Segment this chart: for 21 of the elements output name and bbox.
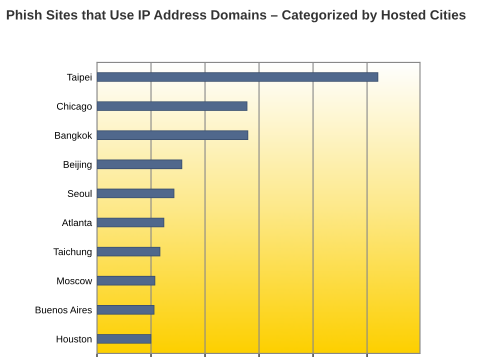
- bar: [97, 334, 152, 344]
- bar: [97, 276, 156, 286]
- bar: [97, 130, 248, 140]
- bar: [97, 72, 378, 82]
- bar: [97, 305, 154, 315]
- y-tick-label: Beijing: [64, 160, 92, 170]
- y-tick-label: Bangkok: [55, 132, 92, 141]
- chart-title: Phish Sites that Use IP Address Domains – Categorized by Hosted Cities: [6, 10, 466, 22]
- y-tick-label: Houston: [56, 336, 92, 342]
- y-tick-label: Taichung: [53, 248, 92, 258]
- bar: [97, 218, 164, 228]
- y-tick-label: Buenos Aires: [36, 306, 92, 314]
- y-tick-label: Moscow: [57, 278, 92, 284]
- y-tick-label: Seoul: [68, 190, 92, 198]
- bar: [97, 188, 174, 198]
- bar: [97, 246, 160, 256]
- y-tick-label: Atlanta: [62, 218, 92, 226]
- y-tick-label: Taipei: [66, 74, 92, 83]
- bar: [97, 160, 182, 170]
- y-tick-label: Chicago: [56, 102, 92, 112]
- bar: [97, 101, 248, 111]
